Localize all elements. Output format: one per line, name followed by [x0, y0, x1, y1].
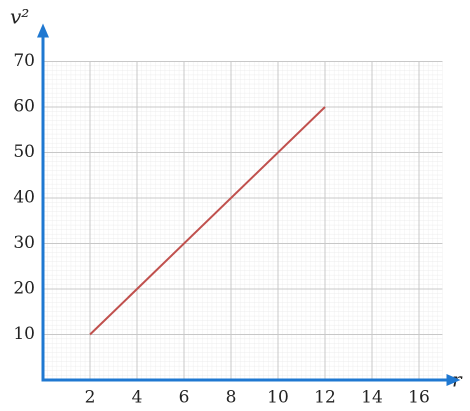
y-axis-arrow: [37, 23, 49, 38]
x-tick-label: 4: [132, 388, 143, 408]
x-tick-label: 14: [361, 388, 383, 408]
y-tick-label: 60: [13, 97, 35, 117]
x-tick-label: 6: [179, 388, 190, 408]
graph-paper: [43, 61, 443, 380]
x-tick-label: 8: [226, 388, 237, 408]
x-tick-label: 16: [408, 388, 430, 408]
y-tick-label: 20: [13, 279, 35, 299]
x-tick-label: 12: [314, 388, 336, 408]
x-axis-arrow: [446, 374, 461, 386]
y-tick-label: 40: [13, 188, 35, 208]
x-tick-label: 2: [85, 388, 96, 408]
data-line: [89, 106, 326, 336]
x-tick-label: 10: [267, 388, 289, 408]
y-tick-label: 30: [13, 233, 35, 253]
y-tick-label: 10: [13, 324, 35, 344]
y-axis-label: v²: [10, 5, 29, 29]
y-tick-label: 70: [13, 51, 35, 71]
y-tick-label: 50: [13, 142, 35, 162]
